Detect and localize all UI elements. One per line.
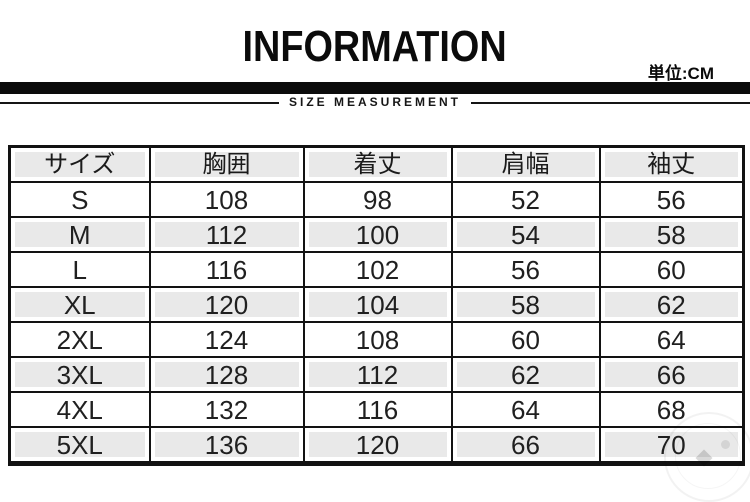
value-cell: 102 <box>302 251 453 288</box>
size-cell: 2XL <box>8 321 151 358</box>
value-cell: 108 <box>148 181 305 218</box>
value-cell: 112 <box>148 216 305 253</box>
table-row: S 108 98 52 56 <box>8 181 745 218</box>
table-row: 5XL 136 120 66 70 <box>8 426 745 465</box>
value-cell: 62 <box>450 356 601 393</box>
col-header-shoulder: 肩幅 <box>450 145 601 183</box>
value-cell: 64 <box>450 391 601 428</box>
value-cell: 112 <box>302 356 453 393</box>
value-cell: 58 <box>598 216 745 253</box>
value-cell: 120 <box>148 286 305 323</box>
value-cell: 124 <box>148 321 305 358</box>
value-cell: 100 <box>302 216 453 253</box>
col-header-chest: 胸囲 <box>148 145 305 183</box>
size-cell: 5XL <box>8 426 151 465</box>
page-title: INFORMATION <box>0 22 750 72</box>
section-rule-right <box>471 102 750 104</box>
table-row: L 116 102 56 60 <box>8 251 745 288</box>
section-rule-left <box>0 102 279 104</box>
value-cell: 58 <box>450 286 601 323</box>
table-row: 3XL 128 112 62 66 <box>8 356 745 393</box>
size-cell: 3XL <box>8 356 151 393</box>
table-row: 4XL 132 116 64 68 <box>8 391 745 428</box>
value-cell: 128 <box>148 356 305 393</box>
value-cell: 132 <box>148 391 305 428</box>
divider-bar <box>0 82 750 94</box>
size-cell: 4XL <box>8 391 151 428</box>
size-cell: S <box>8 181 151 218</box>
value-cell: 60 <box>450 321 601 358</box>
col-header-length: 着丈 <box>302 145 453 183</box>
table-row: 2XL 124 108 60 64 <box>8 321 745 358</box>
value-cell: 56 <box>598 181 745 218</box>
value-cell: 64 <box>598 321 745 358</box>
value-cell: 98 <box>302 181 453 218</box>
unit-label: 単位:CM <box>647 64 714 83</box>
value-cell: 104 <box>302 286 453 323</box>
size-cell: M <box>8 216 151 253</box>
value-cell: 56 <box>450 251 601 288</box>
value-cell: 66 <box>598 356 745 393</box>
value-cell: 108 <box>302 321 453 358</box>
table-row: XL 120 104 58 62 <box>8 286 745 323</box>
col-header-size: サイズ <box>8 145 151 183</box>
value-cell: 54 <box>450 216 601 253</box>
table-header-row: サイズ 胸囲 着丈 肩幅 袖丈 <box>8 145 745 183</box>
value-cell: 136 <box>148 426 305 465</box>
value-cell: 70 <box>598 426 745 465</box>
value-cell: 60 <box>598 251 745 288</box>
section-header: SIZE MEASUREMENT <box>0 95 750 111</box>
value-cell: 120 <box>302 426 453 465</box>
value-cell: 68 <box>598 391 745 428</box>
size-cell: L <box>8 251 151 288</box>
col-header-sleeve: 袖丈 <box>598 145 745 183</box>
size-cell: XL <box>8 286 151 323</box>
page-title-text: INFORMATION <box>242 22 508 71</box>
table-row: M 112 100 54 58 <box>8 216 745 253</box>
value-cell: 116 <box>302 391 453 428</box>
value-cell: 62 <box>598 286 745 323</box>
size-table: サイズ 胸囲 着丈 肩幅 袖丈 S 108 98 52 56 M 112 100… <box>8 145 745 466</box>
value-cell: 66 <box>450 426 601 465</box>
value-cell: 52 <box>450 181 601 218</box>
section-label: SIZE MEASUREMENT <box>289 95 462 109</box>
value-cell: 116 <box>148 251 305 288</box>
